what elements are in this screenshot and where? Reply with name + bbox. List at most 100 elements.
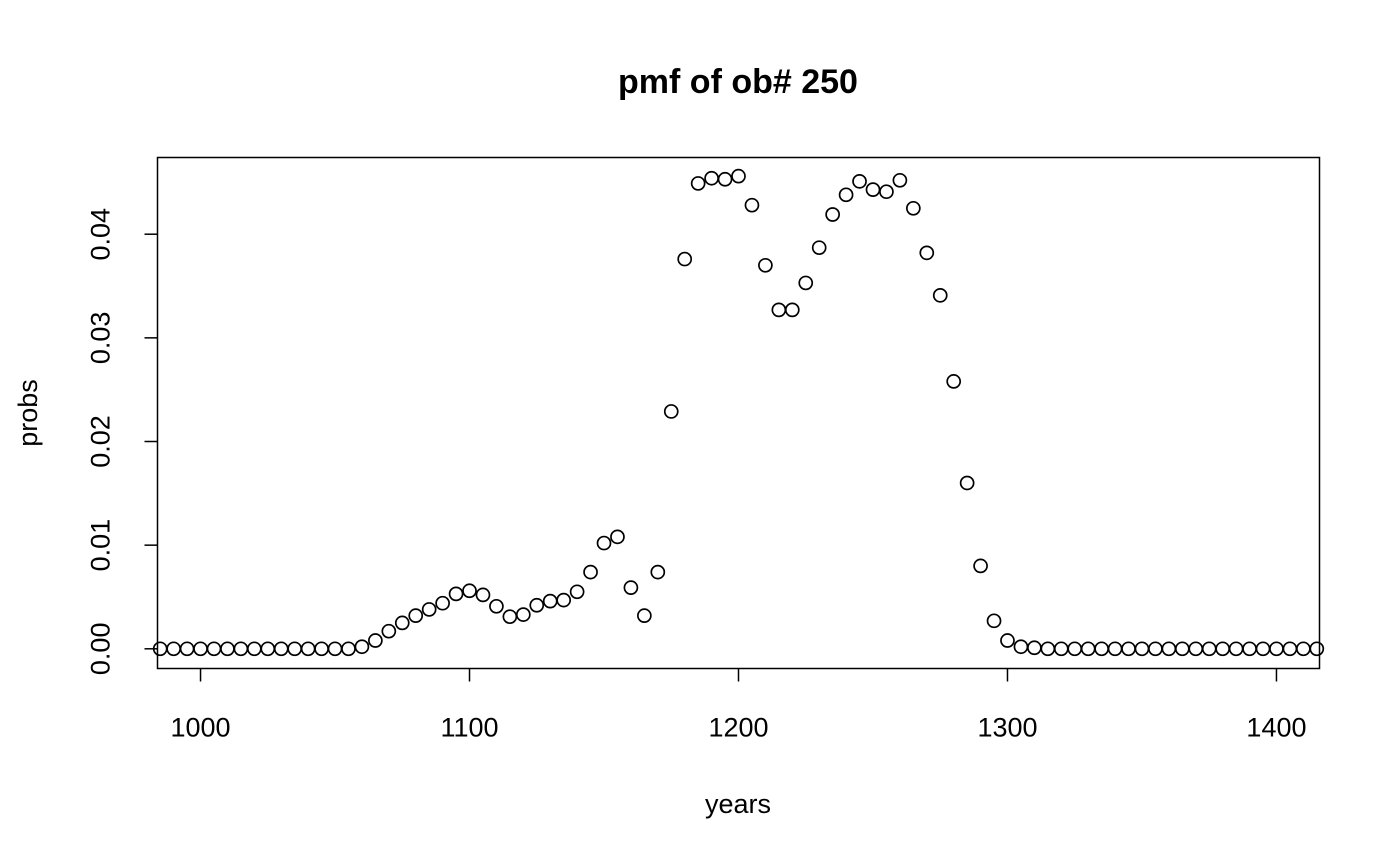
plot-frame: [156, 156, 1321, 670]
data-point: [327, 641, 343, 657]
data-point: [529, 597, 545, 613]
data-point: [973, 558, 988, 574]
data-point: [1134, 641, 1150, 657]
x-axis: 1000 1100 1200 1300 1400: [170, 668, 1307, 743]
data-point: [758, 257, 773, 273]
data-point: [1053, 641, 1069, 657]
data-point: [583, 564, 598, 580]
data-point: [771, 302, 787, 318]
data-points: [152, 168, 1325, 657]
data-point: [1027, 640, 1042, 656]
data-point: [1040, 641, 1056, 657]
data-point: [341, 641, 356, 657]
data-point: [1188, 641, 1204, 657]
data-point: [394, 615, 410, 631]
data-point: [1161, 641, 1177, 657]
data-point: [946, 374, 962, 389]
data-point: [744, 197, 760, 213]
data-point: [784, 302, 800, 318]
y-tick-label: 0.04: [86, 208, 116, 261]
x-tick-label: 1100: [440, 713, 498, 743]
data-point: [421, 602, 437, 617]
data-point: [959, 475, 975, 491]
data-point: [852, 173, 867, 189]
data-point: [435, 595, 450, 611]
data-point: [677, 251, 693, 267]
data-point: [569, 584, 585, 600]
data-point: [1309, 641, 1325, 657]
data-point: [879, 184, 894, 200]
data-point: [287, 641, 303, 657]
data-point: [650, 564, 666, 580]
data-point: [596, 535, 612, 551]
data-point: [1269, 641, 1284, 657]
data-point: [932, 288, 948, 303]
data-point: [892, 172, 908, 188]
data-point: [1000, 633, 1015, 648]
data-point: [1148, 641, 1163, 657]
data-point: [314, 641, 329, 657]
data-point: [663, 404, 679, 419]
y-tick-label: 0.03: [86, 312, 116, 365]
data-point: [542, 593, 558, 609]
y-axis-label: probs: [13, 379, 43, 447]
data-point: [637, 608, 652, 623]
x-tick-label: 1400: [1246, 713, 1306, 743]
data-point: [260, 641, 276, 657]
data-point: [556, 592, 572, 608]
data-point: [475, 587, 491, 603]
data-point: [246, 641, 262, 657]
y-tick-label: 0.00: [86, 623, 116, 676]
y-tick-label: 0.02: [86, 415, 116, 468]
data-point: [1282, 641, 1298, 657]
data-point: [623, 580, 639, 596]
data-point: [489, 598, 504, 614]
data-point: [798, 275, 814, 291]
data-point: [838, 187, 854, 203]
data-point: [1296, 641, 1311, 657]
data-point: [919, 245, 935, 261]
data-point: [206, 641, 222, 657]
data-point: [1067, 641, 1083, 657]
data-point: [1013, 639, 1029, 655]
chart-title: pmf of ob# 250: [618, 63, 858, 101]
data-point: [704, 170, 719, 186]
data-point: [1121, 641, 1136, 657]
data-point: [610, 529, 625, 545]
data-point: [690, 176, 706, 191]
data-point: [1107, 641, 1123, 657]
data-point: [1174, 641, 1190, 657]
data-point: [1242, 641, 1257, 657]
data-point: [1255, 641, 1271, 657]
data-point: [179, 641, 195, 657]
data-point: [811, 240, 827, 256]
data-point: [1094, 641, 1109, 657]
data-point: [731, 168, 746, 184]
x-tick-label: 1000: [170, 713, 230, 743]
data-point: [986, 613, 1002, 629]
data-point: [166, 641, 181, 657]
data-point: [300, 641, 316, 657]
data-point: [1215, 641, 1231, 657]
y-axis: 0.00 0.01 0.02 0.03 0.04: [86, 208, 158, 675]
data-point: [448, 586, 464, 602]
data-point: [354, 639, 370, 655]
data-point: [865, 182, 881, 197]
data-point: [825, 207, 840, 222]
data-point: [408, 608, 424, 623]
data-point: [233, 641, 249, 657]
data-point: [1080, 641, 1096, 657]
x-tick-label: 1300: [977, 713, 1037, 743]
y-tick-label: 0.01: [86, 519, 116, 572]
data-point: [381, 623, 397, 639]
x-axis-label: years: [705, 789, 771, 819]
data-point: [273, 641, 289, 657]
data-point: [1228, 641, 1244, 657]
data-point: [1201, 641, 1217, 657]
data-point: [368, 633, 383, 648]
data-point: [462, 583, 477, 599]
data-point: [905, 200, 921, 216]
x-tick-label: 1200: [708, 713, 768, 743]
